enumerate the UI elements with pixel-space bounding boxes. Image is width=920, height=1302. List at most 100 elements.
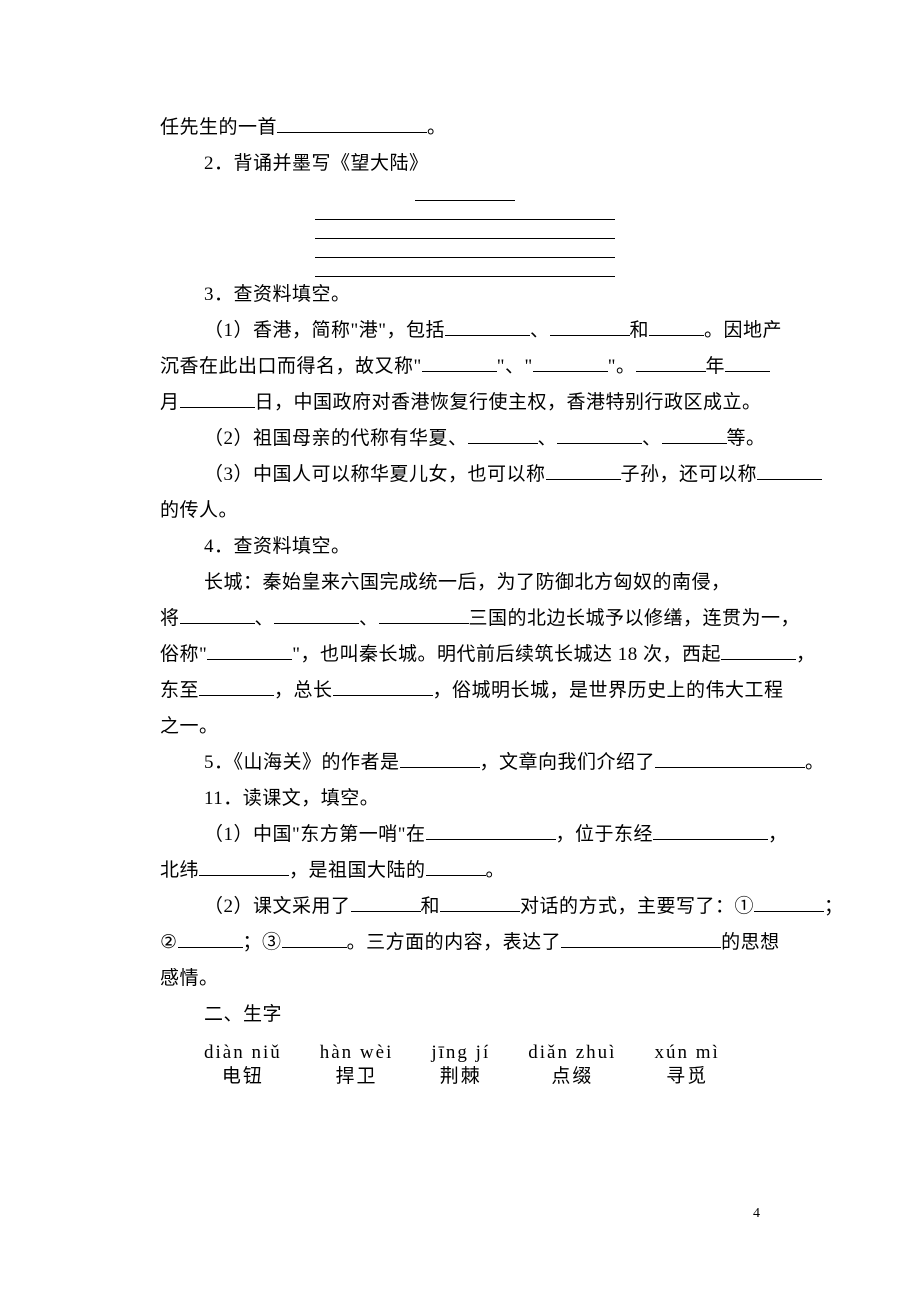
q3-3-line1: （3）中国人可以称华夏儿女，也可以称 子孙，还可以称 xyxy=(160,457,770,493)
pinyin: xún mì xyxy=(654,1041,719,1065)
blank xyxy=(277,114,427,133)
text: ；③ xyxy=(243,932,282,953)
blank xyxy=(282,929,347,948)
text: （1）香港，简称"港"，包括 xyxy=(204,320,445,341)
hanzi: 捍卫 xyxy=(336,1065,378,1089)
blank xyxy=(180,605,255,624)
blank xyxy=(351,893,421,912)
q4-line3: 俗称""，也叫秦长城。明代前后续筑长城达 18 次，西起， xyxy=(160,637,770,673)
text: 沉香在此出口而得名，故又称" xyxy=(160,356,422,377)
text: 。 xyxy=(486,860,506,881)
q2-body-blank-1 xyxy=(160,201,770,220)
blank xyxy=(400,749,480,768)
blank xyxy=(546,461,621,480)
text: ； xyxy=(824,896,844,917)
q11-2-line2: ②；③。三方面的内容，表达了的思想 xyxy=(160,925,770,961)
q5: 5．《山海关》的作者是，文章向我们介绍了。 xyxy=(160,745,770,781)
vocab-item-5: xún mì 寻觅 xyxy=(654,1041,719,1089)
pinyin: diǎn zhuì xyxy=(528,1041,616,1065)
text: （1）中国"东方第一哨"在 xyxy=(204,824,426,845)
text: 对话的方式，主要写了：① xyxy=(520,896,754,917)
text: ，文章向我们介绍了 xyxy=(480,752,656,773)
blank xyxy=(315,258,615,277)
text: "。 xyxy=(608,356,636,377)
text: ，总长 xyxy=(274,680,333,701)
hanzi: 寻觅 xyxy=(666,1065,708,1089)
text: 月 xyxy=(160,392,180,413)
blank xyxy=(180,389,255,408)
text: ，是祖国大陆的 xyxy=(289,860,426,881)
blank xyxy=(445,317,530,336)
top-sentence: 任先生的一首 。 xyxy=(160,110,770,146)
blank xyxy=(199,677,274,696)
blank xyxy=(440,893,520,912)
text: 将 xyxy=(160,608,180,629)
blank xyxy=(422,353,497,372)
q3-label: 3．查资料填空。 xyxy=(160,277,770,313)
text: 俗称" xyxy=(160,644,207,665)
blank xyxy=(655,749,805,768)
pinyin-row: diàn niǔ 电钮 hàn wèi 捍卫 jīng jí 荆棘 diǎn z… xyxy=(160,1041,770,1089)
section2-heading: 二、生字 xyxy=(160,997,770,1033)
q2-body-blank-3 xyxy=(160,239,770,258)
text: ，俗城明长城，是世界历史上的伟大工程 xyxy=(433,680,784,701)
text: 等。 xyxy=(727,428,766,449)
vocab-item-1: diàn niǔ 电钮 xyxy=(204,1041,282,1089)
q11-label: 11．读课文，填空。 xyxy=(160,781,770,817)
text: 的思想 xyxy=(721,932,780,953)
blank xyxy=(725,353,770,372)
blank xyxy=(649,317,704,336)
text: （3）中国人可以称华夏儿女，也可以称 xyxy=(204,464,546,485)
text: 北纬 xyxy=(160,860,199,881)
q3-2: （2）祖国母亲的代称有华夏、、、等。 xyxy=(160,421,770,457)
blank xyxy=(415,182,515,201)
blank xyxy=(557,425,642,444)
text: 和 xyxy=(421,896,441,917)
text: 日，中国政府对香港恢复行使主权，香港特别行政区成立。 xyxy=(255,392,762,413)
q3-1-line3: 月 日，中国政府对香港恢复行使主权，香港特别行政区成立。 xyxy=(160,385,770,421)
blank xyxy=(315,220,615,239)
text: 子孙，还可以称 xyxy=(621,464,758,485)
q4-line5: 之一。 xyxy=(160,709,770,745)
hanzi: 荆棘 xyxy=(440,1065,482,1089)
q11-1-line2: 北纬 ，是祖国大陆的 。 xyxy=(160,853,770,889)
document-page: 任先生的一首。 2．背诵并墨写《望大陆》 3．查资料填空。 （1）香港，简称"港… xyxy=(0,0,920,1302)
blank xyxy=(207,641,292,660)
q4-line1: 长城：秦始皇来六国完成统一后，为了防御北方匈奴的南侵， xyxy=(160,565,770,601)
q2-body-blank-2 xyxy=(160,220,770,239)
text: ， xyxy=(796,644,816,665)
hanzi: 电钮 xyxy=(222,1065,264,1089)
blank xyxy=(757,461,822,480)
text: 。 xyxy=(427,117,447,138)
blank xyxy=(721,641,796,660)
q4-line4: 东至，总长，俗城明长城，是世界历史上的伟大工程 xyxy=(160,673,770,709)
text: 年 xyxy=(706,356,726,377)
q2-title-blank xyxy=(160,182,770,201)
text: ， xyxy=(768,824,788,845)
blank xyxy=(426,857,486,876)
blank xyxy=(315,239,615,258)
vocab-item-4: diǎn zhuì 点缀 xyxy=(528,1041,616,1089)
text: 。因地产 xyxy=(704,320,782,341)
pinyin: jīng jí xyxy=(431,1041,490,1065)
blank xyxy=(379,605,469,624)
blank xyxy=(468,425,538,444)
text: 三国的北边长城予以修缮，连贯为一， xyxy=(469,608,801,629)
text: 、 xyxy=(538,428,558,449)
blank xyxy=(315,201,615,220)
blank xyxy=(550,317,630,336)
text: 东至 xyxy=(160,680,199,701)
q11-2-line3: 感情。 xyxy=(160,961,770,997)
blank xyxy=(754,893,824,912)
text: "，也叫秦长城。明代前后续筑长城达 18 次，西起 xyxy=(292,644,721,665)
text: 、 xyxy=(359,608,379,629)
text: ，位于东经 xyxy=(556,824,654,845)
text: 任先生的一首 xyxy=(160,117,277,138)
blank xyxy=(636,353,706,372)
q3-3-line2: 的传人。 xyxy=(160,493,770,529)
blank xyxy=(561,929,721,948)
blank xyxy=(199,857,289,876)
q11-1-line1: （1）中国"东方第一哨"在，位于东经， xyxy=(160,817,770,853)
blank xyxy=(333,677,433,696)
q4-label: 4．查资料填空。 xyxy=(160,529,770,565)
